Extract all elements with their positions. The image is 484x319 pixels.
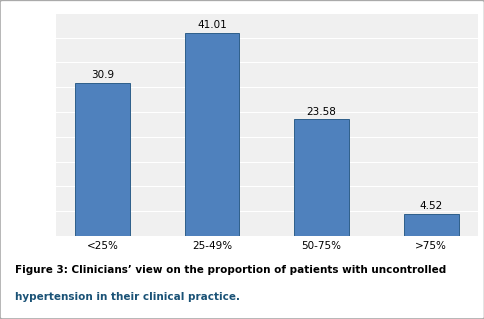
Text: 4.52: 4.52 <box>419 201 442 211</box>
Bar <box>184 33 239 236</box>
Text: 23.58: 23.58 <box>306 107 336 116</box>
Y-axis label: Responding HCPs (%): Responding HCPs (%) <box>23 68 33 181</box>
Text: 41.01: 41.01 <box>197 20 227 30</box>
Text: Figure 3: Clinicians’ view on the proportion of patients with uncontrolled: Figure 3: Clinicians’ view on the propor… <box>15 265 445 275</box>
Bar <box>75 83 130 236</box>
X-axis label: Proportion of patients with uncontrolled hypertension: Proportion of patients with uncontrolled… <box>126 255 406 265</box>
Text: 30.9: 30.9 <box>91 70 114 80</box>
Text: hypertension in their clinical practice.: hypertension in their clinical practice. <box>15 292 239 302</box>
Bar <box>293 119 348 236</box>
Bar <box>403 214 457 236</box>
